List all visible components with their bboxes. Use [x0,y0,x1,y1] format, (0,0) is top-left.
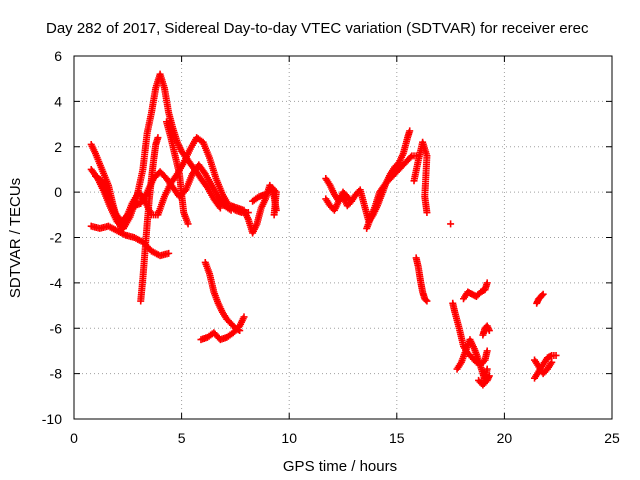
data-point [422,296,430,304]
y-tick-label: 2 [54,139,62,155]
data-point [154,134,162,142]
data-point [344,194,352,202]
data-point [270,211,278,219]
data-point [538,291,546,299]
data-point [483,365,491,373]
data-point [552,351,560,359]
data-point [184,220,192,228]
y-tick-label: -8 [50,366,63,382]
data-point [236,327,244,335]
y-tick-label: 4 [54,93,62,109]
data-point [407,153,415,161]
data-point [447,220,455,228]
x-tick-label: 15 [389,430,405,446]
data-point [483,347,491,355]
x-tick-label: 0 [70,430,78,446]
y-axis-title: SDTVAR / TECUs [7,178,24,298]
y-tick-label: -2 [50,230,63,246]
tick-labels: 0 5 10 15 20 25 -10 -8 -6 -4 -2 0 2 4 6 [42,48,620,446]
data-point [240,313,248,321]
x-tick-label: 5 [178,430,186,446]
data-point [216,204,224,212]
data-point [423,297,431,305]
data-point [423,209,431,217]
data-point [485,327,493,335]
data-point [483,279,491,287]
data-point [271,187,279,195]
y-tick-label: 0 [54,184,62,200]
data-point [165,249,173,257]
x-axis-title: GPS time / hours [283,458,397,475]
data-point [345,195,353,203]
axis-ticks [73,55,613,420]
y-tick-label: 6 [54,48,62,64]
y-tick-label: -4 [50,275,63,291]
chart-title: Day 282 of 2017, Sidereal Day-to-day VTE… [46,20,589,37]
y-tick-label: -10 [42,411,62,427]
x-tick-label: 10 [281,430,297,446]
data-point [548,358,556,366]
y-tick-label: -6 [50,320,63,336]
x-tick-label: 20 [497,430,513,446]
data-point [485,372,493,380]
x-tick-label: 25 [604,430,620,446]
data-points [87,70,560,389]
data-point [539,290,547,298]
data-point [406,127,414,135]
